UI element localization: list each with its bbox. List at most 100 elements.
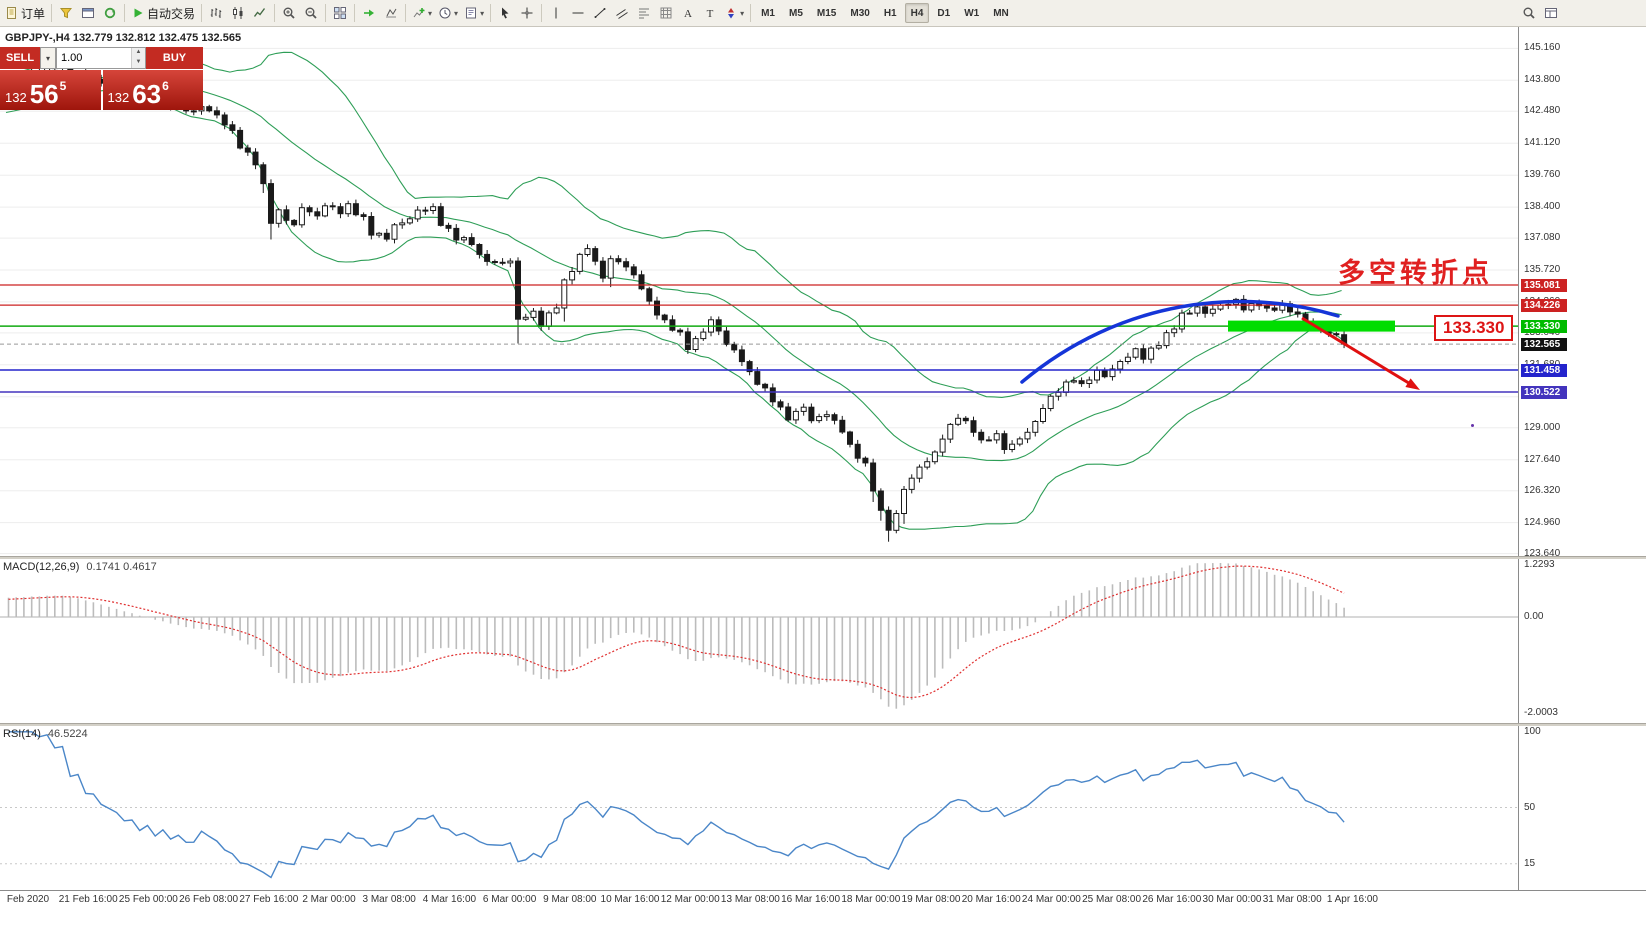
layout-icon bbox=[1544, 6, 1558, 20]
search-button[interactable] bbox=[1518, 2, 1540, 24]
time-label: 10 Mar 16:00 bbox=[600, 894, 660, 905]
sell-price[interactable]: 132 56 5 bbox=[0, 70, 101, 110]
scroll-icon bbox=[384, 6, 398, 20]
price-tick: 139.760 bbox=[1524, 169, 1561, 181]
timeframe-M5[interactable]: M5 bbox=[783, 3, 809, 23]
volume-input[interactable] bbox=[57, 48, 131, 68]
price-tick: 142.480 bbox=[1524, 105, 1561, 117]
caret-down-icon: ▾ bbox=[740, 8, 745, 18]
text-button[interactable]: A bbox=[677, 2, 699, 24]
auto-scroll-button[interactable] bbox=[380, 2, 402, 24]
crosshair-icon bbox=[520, 6, 534, 20]
bar-chart-button[interactable] bbox=[205, 2, 227, 24]
price-badge: 130.522 bbox=[1521, 385, 1567, 399]
timeframe-H4[interactable]: H4 bbox=[904, 3, 930, 23]
line-chart-button[interactable] bbox=[249, 2, 271, 24]
stray-dot bbox=[1471, 424, 1474, 427]
arrow-icon bbox=[724, 6, 738, 20]
time-label: 6 Mar 00:00 bbox=[482, 894, 537, 905]
time-label: 31 Mar 08:00 bbox=[1262, 894, 1322, 905]
toolbar-separator bbox=[201, 4, 203, 22]
buy-price[interactable]: 132 63 6 bbox=[102, 70, 203, 110]
time-label: 18 Mar 00:00 bbox=[841, 894, 901, 905]
sell-price-prefix: 132 bbox=[5, 89, 27, 105]
timeframe-W1[interactable]: W1 bbox=[958, 3, 985, 23]
timeframe-M15[interactable]: M15 bbox=[811, 3, 842, 23]
zoom-in-icon bbox=[282, 6, 296, 20]
rsi-tick: 100 bbox=[1524, 726, 1541, 737]
crosshair-button[interactable] bbox=[516, 2, 538, 24]
price-tick: 135.720 bbox=[1524, 264, 1561, 275]
time-label: 26 Mar 16:00 bbox=[1142, 894, 1202, 905]
arrows-button[interactable]: ▾ bbox=[721, 2, 747, 24]
caret-down-icon: ▾ bbox=[428, 8, 433, 18]
time-label: 27 Feb 16:00 bbox=[239, 894, 299, 905]
svg-text:T: T bbox=[707, 8, 714, 20]
macd-panel: 1.2293 0.00 -2.0003 MACD(12,26,9) 0.1741 0.… bbox=[0, 559, 1646, 723]
candlestick-button[interactable] bbox=[227, 2, 249, 24]
toolbar-separator bbox=[354, 4, 356, 22]
price-tick: 127.640 bbox=[1524, 453, 1561, 465]
time-axis: Feb 2020 21 Feb 16:00 25 Feb 00:00 26 Feb 0… bbox=[0, 890, 1646, 914]
zoom-in-button[interactable] bbox=[278, 2, 300, 24]
toolbar-separator bbox=[750, 4, 752, 22]
market-watch-button[interactable] bbox=[55, 2, 77, 24]
rsi-panel: 100 50 15 RSI(14) 46.5224 bbox=[0, 726, 1646, 890]
timeframe-H1[interactable]: H1 bbox=[878, 3, 903, 23]
sell-button[interactable]: SELL bbox=[0, 47, 40, 69]
timeframe-M1[interactable]: M1 bbox=[755, 3, 781, 23]
price-tick: 129.000 bbox=[1524, 421, 1561, 433]
horizontal-line-button[interactable] bbox=[567, 2, 589, 24]
buy-price-sup: 6 bbox=[162, 79, 169, 93]
volume-down-button[interactable]: ▼ bbox=[132, 58, 145, 68]
zoom-out-icon bbox=[304, 6, 318, 20]
toolbar-separator bbox=[124, 4, 126, 22]
timeframe-D1[interactable]: D1 bbox=[931, 3, 956, 23]
new-order-button[interactable]: 订单 bbox=[2, 2, 48, 24]
layout-button[interactable] bbox=[1540, 2, 1562, 24]
macd-name: MACD(12,26,9) bbox=[3, 561, 80, 573]
panel-splitter[interactable] bbox=[0, 723, 1646, 726]
price-tick: 138.400 bbox=[1524, 201, 1561, 213]
templates-button[interactable]: ▾ bbox=[461, 2, 487, 24]
navigator-button[interactable] bbox=[99, 2, 121, 24]
tile-icon bbox=[333, 6, 347, 20]
periods-button[interactable]: ▾ bbox=[435, 2, 461, 24]
candlestick-chart[interactable] bbox=[0, 27, 1518, 556]
volume-up-button[interactable]: ▲ bbox=[132, 48, 145, 58]
macd-axis: 1.2293 0.00 -2.0003 bbox=[1518, 559, 1646, 723]
shapes-button[interactable] bbox=[655, 2, 677, 24]
volume-spinner: ▲ ▼ bbox=[131, 48, 145, 68]
buy-price-big: 63 bbox=[132, 78, 162, 109]
cursor-icon bbox=[498, 6, 512, 20]
rsi-chart[interactable] bbox=[0, 726, 1518, 890]
window-icon bbox=[81, 6, 95, 20]
buy-button[interactable]: BUY bbox=[146, 47, 203, 69]
chart-shift-button[interactable] bbox=[358, 2, 380, 24]
data-window-button[interactable] bbox=[77, 2, 99, 24]
caret-down-icon: ▾ bbox=[454, 8, 459, 18]
sell-price-sup: 5 bbox=[59, 79, 67, 93]
toolbar-separator bbox=[51, 4, 53, 22]
macd-chart[interactable] bbox=[0, 559, 1518, 723]
timeframe-MN[interactable]: MN bbox=[987, 3, 1015, 23]
macd-tick: 1.2293 bbox=[1524, 559, 1555, 570]
timeframe-M30[interactable]: M30 bbox=[844, 3, 875, 23]
time-label: 12 Mar 00:00 bbox=[660, 894, 720, 905]
indicators-button[interactable]: ▾ bbox=[409, 2, 435, 24]
price-tick: 123.640 bbox=[1524, 547, 1561, 559]
panel-splitter[interactable] bbox=[0, 556, 1646, 559]
fibonacci-button[interactable] bbox=[633, 2, 655, 24]
order-type-dropdown[interactable]: ▾ bbox=[40, 47, 56, 69]
indicator-icon bbox=[412, 6, 426, 20]
channel-button[interactable] bbox=[611, 2, 633, 24]
cursor-button[interactable] bbox=[494, 2, 516, 24]
text-icon: A bbox=[681, 6, 695, 20]
tile-windows-button[interactable] bbox=[329, 2, 351, 24]
zoom-out-button[interactable] bbox=[300, 2, 322, 24]
autotrading-button[interactable]: 自动交易 bbox=[128, 2, 198, 24]
label-button[interactable]: T bbox=[699, 2, 721, 24]
vertical-line-button[interactable] bbox=[545, 2, 567, 24]
trendline-button[interactable] bbox=[589, 2, 611, 24]
